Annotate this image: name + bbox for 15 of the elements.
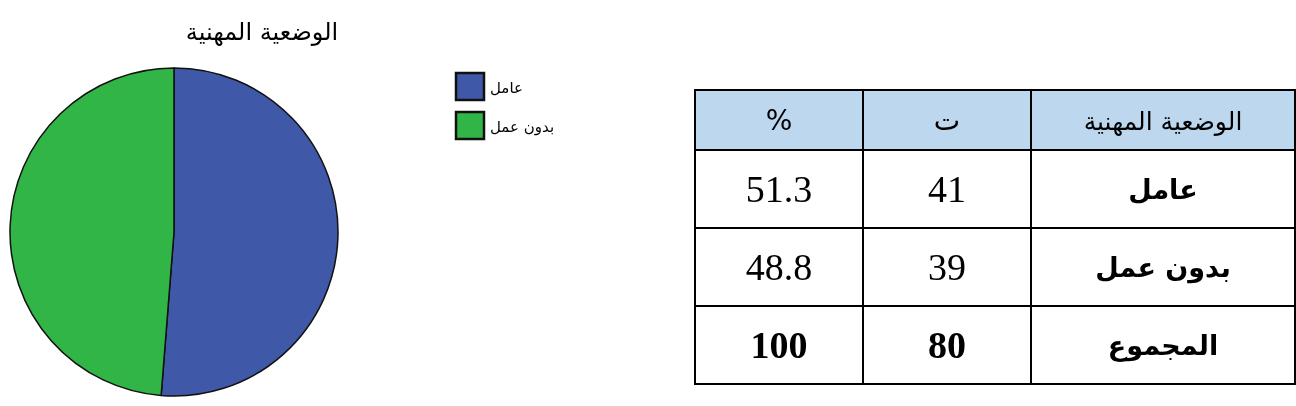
text: 39 xyxy=(928,246,966,288)
text: المجموع xyxy=(1107,330,1219,362)
legend-label: بدون عمل xyxy=(490,118,555,136)
chart-title: الوضعية المهنية xyxy=(185,18,339,46)
text: % xyxy=(765,104,793,137)
text: عامل xyxy=(1128,174,1198,205)
text: ت xyxy=(933,104,961,137)
text: 80 xyxy=(928,324,966,366)
text: 51.3 xyxy=(745,168,813,210)
text: 41 xyxy=(928,168,966,210)
legend-label: عامل xyxy=(490,79,523,97)
text: 48.8 xyxy=(745,246,813,288)
text: بدون عمل xyxy=(1095,252,1231,284)
text: الوضعية المهنية xyxy=(1083,107,1243,137)
text: 100 xyxy=(750,324,808,366)
